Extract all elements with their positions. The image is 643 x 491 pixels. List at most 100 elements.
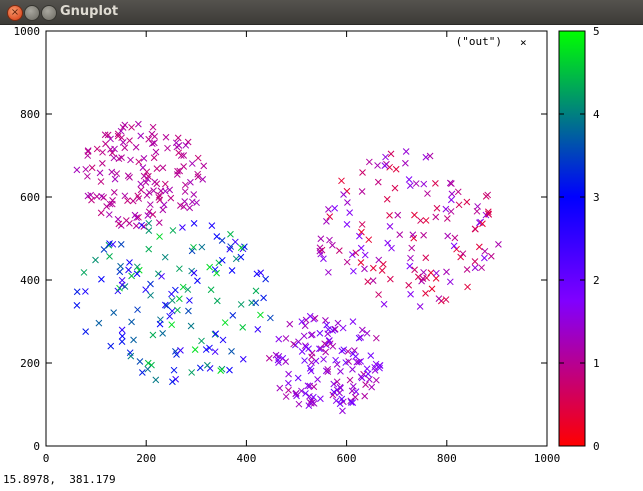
data-point (412, 180, 420, 187)
data-point (363, 329, 371, 337)
data-point (176, 265, 183, 273)
data-point (101, 131, 109, 139)
data-point (98, 192, 105, 200)
data-point (93, 145, 101, 153)
data-point (137, 132, 145, 140)
data-point (163, 302, 171, 310)
minimize-icon[interactable] (24, 5, 40, 21)
data-point (422, 217, 430, 224)
data-point (376, 364, 383, 372)
data-point (184, 286, 192, 293)
close-icon[interactable]: × (7, 5, 23, 21)
data-point (446, 278, 454, 286)
data-point (188, 160, 196, 167)
data-point (133, 263, 141, 271)
data-point (315, 345, 323, 353)
data-point (169, 378, 176, 386)
data-point (349, 350, 357, 358)
data-point (217, 367, 225, 375)
data-point (306, 364, 314, 372)
data-point (218, 237, 226, 244)
data-point (314, 376, 321, 383)
data-point (257, 269, 265, 277)
data-point (84, 148, 92, 155)
data-point (422, 254, 430, 262)
data-point (179, 283, 187, 291)
data-point (444, 232, 452, 240)
x-tick-label: 400 (236, 452, 256, 465)
data-point (219, 336, 227, 344)
data-point (150, 139, 158, 147)
data-point (144, 212, 152, 219)
data-point (159, 206, 167, 214)
data-point (447, 196, 455, 204)
data-point (381, 162, 389, 170)
data-point (104, 131, 112, 139)
data-point (156, 320, 164, 328)
data-point (190, 191, 198, 198)
data-point (187, 178, 194, 186)
data-point (336, 383, 344, 391)
data-point (118, 326, 126, 334)
data-point (161, 301, 169, 309)
data-point (302, 390, 309, 397)
data-point (365, 236, 373, 244)
data-point (394, 211, 402, 219)
data-point (361, 392, 369, 400)
y-axis-ticks: 0 200 400 600 800 1000 (14, 25, 547, 453)
data-point (320, 355, 327, 363)
data-point (358, 188, 366, 195)
data-point (239, 324, 247, 331)
data-point (154, 270, 162, 278)
x-axis-ticks: 0 200 400 600 800 1000 (43, 31, 560, 465)
data-point (407, 290, 414, 298)
scatter-chart[interactable]: 0 200 400 600 800 1000 0 200 400 600 800 1000 ("ou… (0, 25, 643, 487)
data-point (391, 184, 399, 192)
data-point (316, 244, 324, 252)
data-point (137, 180, 145, 188)
data-point (330, 388, 338, 396)
data-point (113, 170, 121, 177)
data-point (111, 145, 118, 153)
data-point (138, 369, 146, 376)
data-point (198, 337, 205, 345)
data-point (369, 264, 377, 272)
data-point (416, 303, 424, 310)
data-point (107, 342, 115, 350)
colorbar-tick-label: 4 (593, 108, 600, 121)
data-point (147, 291, 154, 299)
data-point (447, 208, 455, 215)
data-point (257, 311, 264, 319)
data-point (326, 236, 333, 244)
data-point (320, 255, 327, 263)
data-point (170, 366, 178, 374)
data-point (301, 322, 309, 330)
data-point (105, 211, 113, 218)
maximize-icon[interactable] (41, 5, 57, 21)
colorbar-tick-label: 1 (593, 357, 600, 370)
data-point (114, 132, 122, 140)
data-point (118, 276, 126, 284)
data-point (126, 220, 133, 227)
data-point (117, 241, 125, 248)
data-point (96, 169, 104, 177)
data-point (117, 127, 125, 135)
data-point (471, 225, 479, 233)
data-point (356, 232, 363, 240)
data-points (73, 120, 502, 415)
data-point (267, 314, 274, 322)
plot-canvas[interactable]: 0 200 400 600 800 1000 0 200 400 600 800 1000 ("ou… (0, 25, 643, 487)
data-point (306, 392, 313, 400)
data-point (424, 190, 431, 197)
data-point (150, 154, 158, 162)
data-point (332, 397, 340, 405)
x-tick-label: 800 (437, 452, 457, 465)
data-point (300, 332, 308, 340)
data-point (294, 374, 302, 382)
data-point (333, 361, 341, 368)
data-point (308, 331, 316, 338)
data-point (386, 212, 393, 219)
data-point (128, 272, 135, 280)
data-point (262, 275, 269, 283)
data-point (362, 381, 369, 388)
